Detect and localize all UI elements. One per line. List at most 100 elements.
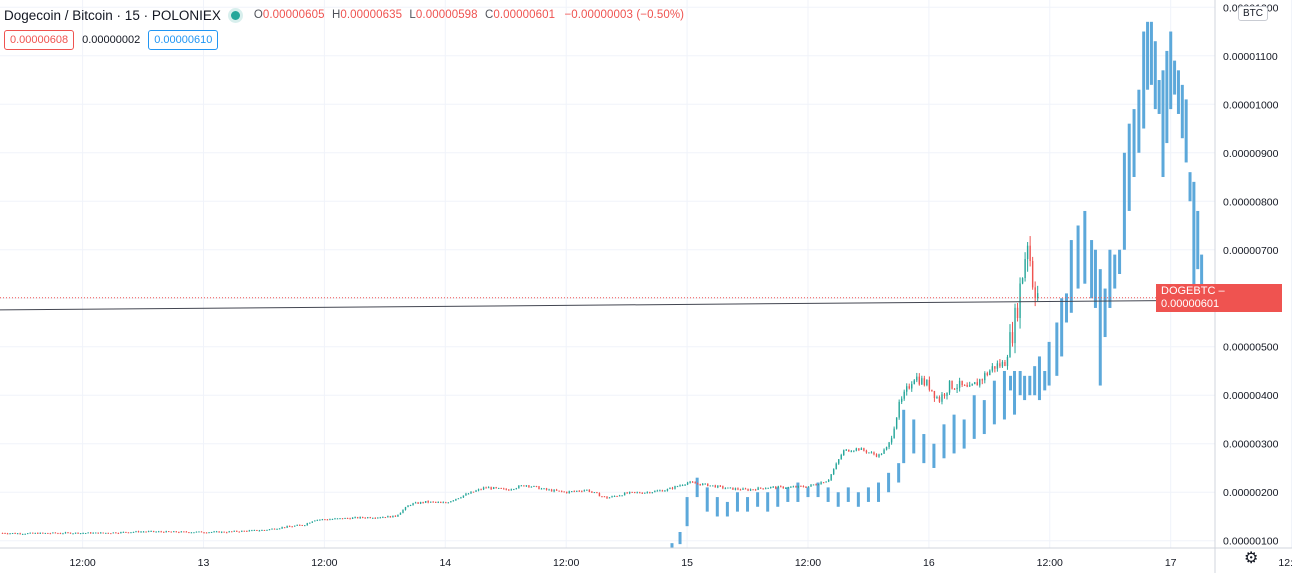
candle-body	[538, 486, 540, 490]
candle-body	[213, 531, 215, 533]
candle-body	[1016, 307, 1019, 318]
price-tick-label: 0.00000900	[1223, 148, 1279, 160]
buy-price-button[interactable]: 0.00000610	[148, 30, 219, 50]
candle-body	[548, 489, 550, 491]
overlay-bar	[806, 487, 810, 498]
price-tick-label: 0.00001100	[1223, 51, 1278, 63]
candle-body	[936, 397, 938, 399]
candle-body	[843, 450, 845, 455]
candle-body	[835, 463, 837, 470]
candle-body	[963, 385, 966, 387]
candle-body	[895, 417, 898, 429]
candle-body	[968, 385, 971, 387]
candle-body	[916, 376, 918, 381]
candle-body	[767, 487, 769, 489]
candle-body	[447, 502, 450, 504]
high-value: 0.00000635	[340, 9, 403, 21]
price-tick-label: 0.00000300	[1223, 439, 1279, 451]
candle-body	[178, 532, 180, 534]
candle-body	[329, 519, 331, 521]
candle-body	[163, 531, 165, 533]
candle-body	[923, 378, 926, 386]
candle-body	[190, 532, 193, 534]
candle-body	[933, 391, 936, 399]
candle-body	[137, 531, 140, 533]
candle-body	[631, 491, 633, 493]
ohlc-values: O0.00000605 H0.00000635 L0.00000598 C0.0…	[254, 9, 684, 21]
candle-body	[550, 489, 553, 492]
candle-body	[913, 380, 915, 385]
price-tick-label: 0.00001000	[1223, 99, 1279, 111]
candle-body	[243, 530, 246, 532]
time-tick-label: 12:00	[795, 557, 821, 569]
overlay-bar	[685, 497, 689, 527]
symbol-title[interactable]: Dogecoin / Bitcoin · 15 · POLONIEX	[4, 7, 221, 23]
overlay-bar	[1002, 370, 1006, 420]
candle-body	[477, 489, 480, 491]
quote-bar: 0.00000608 0.00000002 0.00000610	[4, 30, 219, 50]
open-value: 0.00000605	[262, 9, 325, 21]
low-value: 0.00000598	[415, 9, 478, 21]
candle-body	[822, 482, 825, 484]
overlay-bar	[836, 492, 840, 507]
candle-body	[304, 525, 306, 527]
overlay-bar	[846, 487, 850, 502]
overlay-bar	[1013, 370, 1017, 415]
price-axis[interactable]: 0.00000100 0.00000200 0.00000300 0.00000400…	[1223, 2, 1279, 547]
time-tick-label: 14	[439, 557, 451, 569]
candle-body	[729, 487, 732, 489]
candle-body	[319, 519, 321, 521]
candle-body	[966, 385, 968, 387]
candle-body	[354, 517, 356, 519]
candle-body	[301, 524, 303, 526]
candle-body	[812, 484, 815, 486]
sell-price-button[interactable]: 0.00000608	[4, 30, 75, 50]
candle-body	[344, 518, 346, 520]
overlay-bar	[1122, 152, 1126, 250]
candle-body	[855, 448, 858, 451]
trendline[interactable]	[0, 299, 1216, 311]
candle-body	[770, 486, 772, 488]
candle-body	[4, 532, 6, 534]
candle-body	[115, 532, 117, 534]
candle-body	[651, 492, 654, 494]
time-tick-label: 12:00	[69, 557, 95, 569]
candle-body	[618, 495, 621, 497]
overlay-bar	[1113, 254, 1117, 289]
candle-body	[497, 487, 500, 489]
candle-body	[500, 487, 502, 489]
candle-body	[956, 387, 958, 390]
candle-body	[684, 484, 686, 486]
candle-body	[704, 483, 706, 485]
candle-body	[785, 487, 787, 489]
candle-body	[593, 492, 596, 494]
candle-body	[860, 448, 863, 451]
grid	[0, 0, 1292, 548]
overlay-bar	[897, 463, 901, 483]
overlay-bar	[1060, 298, 1064, 357]
candle-body	[72, 533, 74, 535]
overlay-bar	[1018, 370, 1022, 396]
candle-body	[868, 452, 870, 454]
candle-body	[321, 519, 324, 521]
candle-body	[462, 495, 465, 498]
currency-badge[interactable]: BTC	[1238, 6, 1268, 21]
time-axis[interactable]: 12:00 13 12:00 14 12:00 15 12:00 16 12:00 17 12:00	[69, 557, 1292, 569]
candle-body	[145, 531, 147, 533]
overlay-bar	[1069, 240, 1073, 313]
candle-body	[89, 532, 92, 534]
low-label: L	[409, 9, 416, 21]
candle-body	[754, 489, 757, 491]
candle-body	[276, 528, 278, 530]
candle-body	[1004, 361, 1006, 367]
overlay-bar	[1137, 89, 1141, 153]
candle-body	[671, 487, 674, 489]
candle-body	[707, 483, 709, 487]
overlay-bar	[1108, 249, 1112, 308]
candle-body	[696, 483, 699, 485]
overlay-bar	[1192, 181, 1196, 289]
gear-icon[interactable]: ⚙	[1244, 550, 1259, 567]
candle-body	[581, 491, 583, 493]
candle-body	[772, 486, 774, 488]
